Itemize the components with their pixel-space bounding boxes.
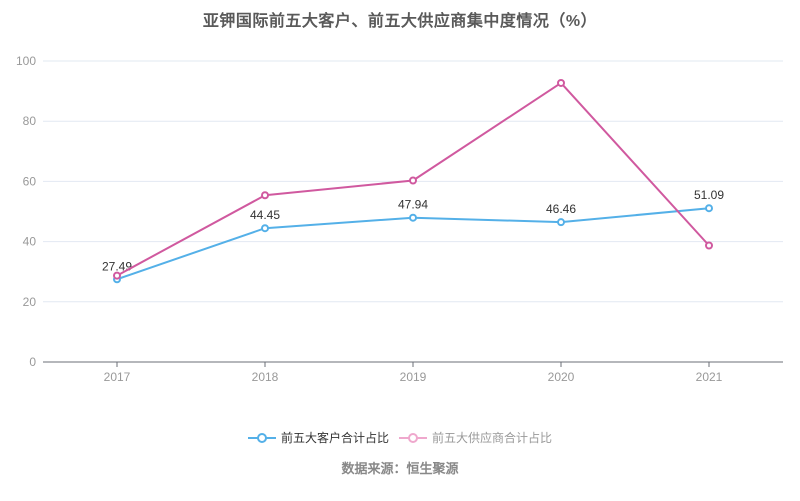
data-point[interactable]: [557, 218, 565, 227]
data-label: 46.46: [546, 202, 576, 216]
y-axis-tick-label: 40: [23, 235, 37, 249]
legend-label-customers: 前五大客户合计占比: [280, 431, 389, 445]
legend-label-suppliers: 前五大供应商合计占比: [432, 431, 553, 445]
legend-item-customers[interactable]: 前五大客户合计占比: [247, 431, 389, 445]
x-axis-tick-label: 2018: [252, 370, 279, 384]
data-label: 44.45: [250, 208, 280, 222]
data-point[interactable]: [409, 176, 417, 185]
legend-item-suppliers[interactable]: 前五大供应商合计占比: [399, 431, 552, 445]
x-axis-tick-label: 2019: [400, 370, 427, 384]
data-point[interactable]: [705, 241, 713, 250]
data-point[interactable]: [113, 271, 121, 280]
line-chart-plot-area: 0 20 40 60 80 100 2017 2018 2019 2020 2021 27.49 44.…: [16, 54, 783, 384]
x-axis-tick-label: 2021: [696, 370, 723, 384]
data-point[interactable]: [409, 213, 417, 222]
data-label: 47.94: [398, 198, 428, 212]
y-axis-tick-label: 100: [16, 54, 36, 68]
y-axis-tick-label: 80: [23, 114, 37, 128]
line-series-marker-icon: [247, 433, 276, 443]
data-point[interactable]: [705, 204, 713, 213]
data-point[interactable]: [557, 78, 565, 87]
y-axis-tick-label: 60: [23, 174, 37, 188]
x-axis-tick-label: 2017: [104, 370, 131, 384]
chart-title: 亚钾国际前五大客户、前五大供应商集中度情况（%）: [202, 13, 598, 30]
data-point[interactable]: [261, 224, 269, 233]
legend: 前五大客户合计占比 前五大供应商合计占比: [0, 430, 800, 446]
data-source-caption: 数据来源：恒生聚源: [341, 461, 459, 476]
x-axis-tick-label: 2020: [548, 370, 575, 384]
data-label: 51.09: [694, 188, 724, 202]
data-point[interactable]: [261, 191, 269, 200]
y-axis-tick-label: 0: [29, 355, 36, 369]
line-series-marker-icon: [399, 433, 427, 443]
data-label: 27.49: [102, 259, 132, 273]
y-axis-tick-label: 20: [23, 295, 37, 309]
